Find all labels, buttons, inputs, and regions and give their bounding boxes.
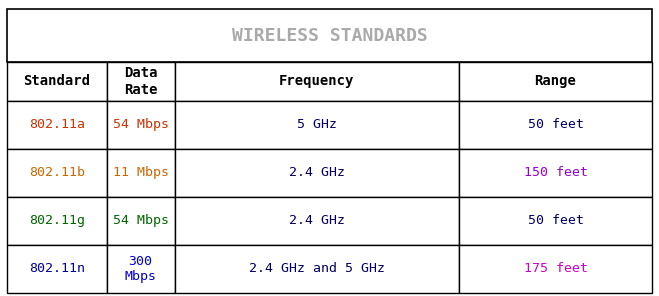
Bar (107, 101, 175, 149)
Bar (7, 62, 107, 101)
Text: WIRELESS STANDARDS: WIRELESS STANDARDS (231, 27, 428, 44)
Bar (175, 101, 459, 149)
Bar (7, 9, 652, 62)
Text: 2.4 GHz: 2.4 GHz (289, 166, 345, 179)
Bar (107, 149, 175, 197)
Text: Range: Range (534, 74, 577, 89)
Bar (7, 149, 107, 197)
Text: 11 Mbps: 11 Mbps (113, 166, 169, 179)
Text: 54 Mbps: 54 Mbps (113, 118, 169, 131)
Bar (175, 197, 459, 245)
Bar (7, 101, 107, 149)
Bar (7, 197, 107, 245)
Text: Frequency: Frequency (279, 74, 355, 89)
Bar (7, 245, 107, 293)
Text: 802.11n: 802.11n (28, 263, 84, 276)
Text: Data
Rate: Data Rate (124, 66, 158, 96)
Text: 802.11a: 802.11a (28, 118, 84, 131)
Bar (459, 245, 652, 293)
Text: 54 Mbps: 54 Mbps (113, 214, 169, 227)
Text: 175 feet: 175 feet (523, 263, 588, 276)
Bar (459, 101, 652, 149)
Text: 2.4 GHz: 2.4 GHz (289, 214, 345, 227)
Text: 802.11g: 802.11g (28, 214, 84, 227)
Bar (175, 149, 459, 197)
Text: 50 feet: 50 feet (528, 118, 583, 131)
Bar (459, 62, 652, 101)
Bar (107, 62, 175, 101)
Text: 150 feet: 150 feet (523, 166, 588, 179)
Bar (175, 62, 459, 101)
Bar (107, 197, 175, 245)
Text: Standard: Standard (23, 74, 90, 89)
Bar (459, 197, 652, 245)
Text: 2.4 GHz and 5 GHz: 2.4 GHz and 5 GHz (248, 263, 385, 276)
Bar (459, 149, 652, 197)
Text: 300
Mbps: 300 Mbps (125, 255, 157, 283)
Text: 50 feet: 50 feet (528, 214, 583, 227)
Text: 5 GHz: 5 GHz (297, 118, 337, 131)
Text: 802.11b: 802.11b (28, 166, 84, 179)
Bar (175, 245, 459, 293)
Bar (107, 245, 175, 293)
